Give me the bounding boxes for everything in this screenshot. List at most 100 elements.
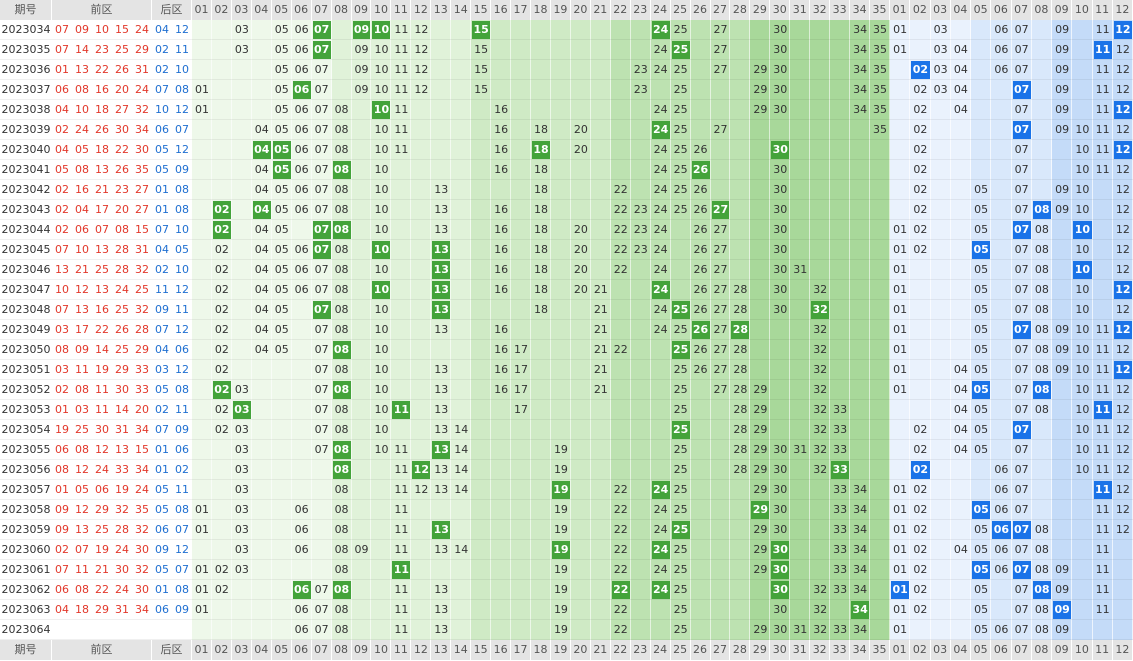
front-number: 30	[135, 543, 149, 556]
back-cell: 08	[1034, 343, 1049, 356]
column-bg	[850, 20, 871, 640]
header-front-col: 22	[610, 0, 631, 20]
front-cell: 30	[773, 83, 788, 96]
front-number: 07	[95, 223, 109, 236]
back-cell: 11	[1095, 543, 1110, 556]
front-cell: 07	[314, 283, 329, 296]
column-bg	[971, 20, 992, 640]
front-number: 02	[55, 123, 69, 136]
front-hit: 08	[332, 441, 351, 459]
front-cell: 10	[374, 163, 389, 176]
back-cell: 04	[953, 363, 968, 376]
front-cell: 16	[494, 343, 509, 356]
front-cell: 08	[334, 503, 349, 516]
back-hit: 11	[1093, 481, 1112, 499]
front-number: 08	[75, 83, 89, 96]
back-cell: 01	[893, 503, 908, 516]
front-cell: 34	[853, 63, 868, 76]
front-number: 20	[115, 83, 129, 96]
front-number: 25	[95, 523, 109, 536]
header-front-col: 32	[810, 0, 831, 20]
back-cell: 02	[913, 563, 928, 576]
back-cell: 02	[913, 583, 928, 596]
front-cell: 18	[533, 183, 548, 196]
back-number: 10	[155, 103, 169, 116]
front-hit: 08	[332, 381, 351, 399]
back-cell: 09	[1055, 183, 1070, 196]
front-cell: 06	[294, 283, 309, 296]
front-number: 24	[115, 543, 129, 556]
front-cell: 25	[673, 183, 688, 196]
front-cell: 28	[733, 423, 748, 436]
back-cell: 02	[913, 543, 928, 556]
front-cell: 11	[394, 543, 409, 556]
front-hit: 25	[671, 41, 690, 59]
back-number: 08	[175, 583, 189, 596]
back-cell: 07	[1014, 503, 1029, 516]
front-cell: 28	[733, 303, 748, 316]
front-number: 20	[115, 203, 129, 216]
back-number: 08	[175, 203, 189, 216]
row-line	[0, 479, 1133, 480]
back-cell: 07	[1014, 403, 1029, 416]
front-cell: 30	[773, 603, 788, 616]
front-cell: 07	[314, 323, 329, 336]
front-number: 13	[95, 163, 109, 176]
front-cell: 28	[733, 383, 748, 396]
front-cell: 13	[434, 623, 449, 636]
front-cell: 10	[374, 443, 389, 456]
front-cell: 01	[194, 603, 209, 616]
front-cell: 07	[314, 103, 329, 116]
back-number: 11	[175, 303, 189, 316]
front-cell: 34	[853, 503, 868, 516]
back-cell: 06	[994, 23, 1009, 36]
header-front-col: 04	[251, 640, 272, 660]
row-line	[0, 79, 1133, 80]
front-cell: 26	[693, 283, 708, 296]
column-bg	[211, 20, 232, 640]
back-cell: 01	[893, 263, 908, 276]
header-front-col: 07	[311, 0, 332, 20]
header-front-col: 10	[371, 640, 392, 660]
column-bg	[890, 20, 911, 640]
header-back-col: 10	[1072, 0, 1093, 20]
front-number: 21	[95, 563, 109, 576]
back-cell: 07	[1014, 43, 1029, 56]
front-cell: 26	[693, 263, 708, 276]
header-front-col: 26	[690, 0, 711, 20]
back-cell: 06	[994, 623, 1009, 636]
header-front-col: 30	[770, 640, 791, 660]
back-hit: 07	[1012, 321, 1031, 339]
front-cell: 13	[434, 423, 449, 436]
column-bg	[531, 20, 551, 640]
front-number: 27	[135, 203, 149, 216]
front-cell: 33	[833, 503, 848, 516]
header-back-col: 01	[890, 640, 911, 660]
front-cell: 24	[653, 323, 668, 336]
front-cell: 08	[334, 143, 349, 156]
issue: 2023041	[1, 163, 51, 176]
front-number: 07	[55, 243, 69, 256]
front-cell: 28	[733, 443, 748, 456]
issue: 2023050	[1, 343, 51, 356]
front-cell: 22	[613, 203, 628, 216]
back-cell: 11	[1095, 563, 1110, 576]
front-cell: 25	[673, 443, 688, 456]
column-bg	[411, 20, 432, 640]
back-hit: 01	[891, 581, 910, 599]
back-cell: 07	[1014, 103, 1029, 116]
back-hit: 05	[972, 241, 991, 259]
front-cell: 09	[354, 43, 369, 56]
front-cell: 22	[613, 543, 628, 556]
front-number: 28	[135, 323, 149, 336]
front-cell: 19	[553, 503, 568, 516]
front-cell: 01	[194, 503, 209, 516]
front-number: 13	[75, 63, 89, 76]
front-cell: 33	[833, 523, 848, 536]
back-cell: 03	[933, 23, 948, 36]
header-front-col: 03	[231, 640, 252, 660]
back-cell: 11	[1095, 423, 1110, 436]
front-number: 13	[55, 263, 69, 276]
front-cell: 27	[713, 383, 728, 396]
front-cell: 16	[494, 283, 509, 296]
